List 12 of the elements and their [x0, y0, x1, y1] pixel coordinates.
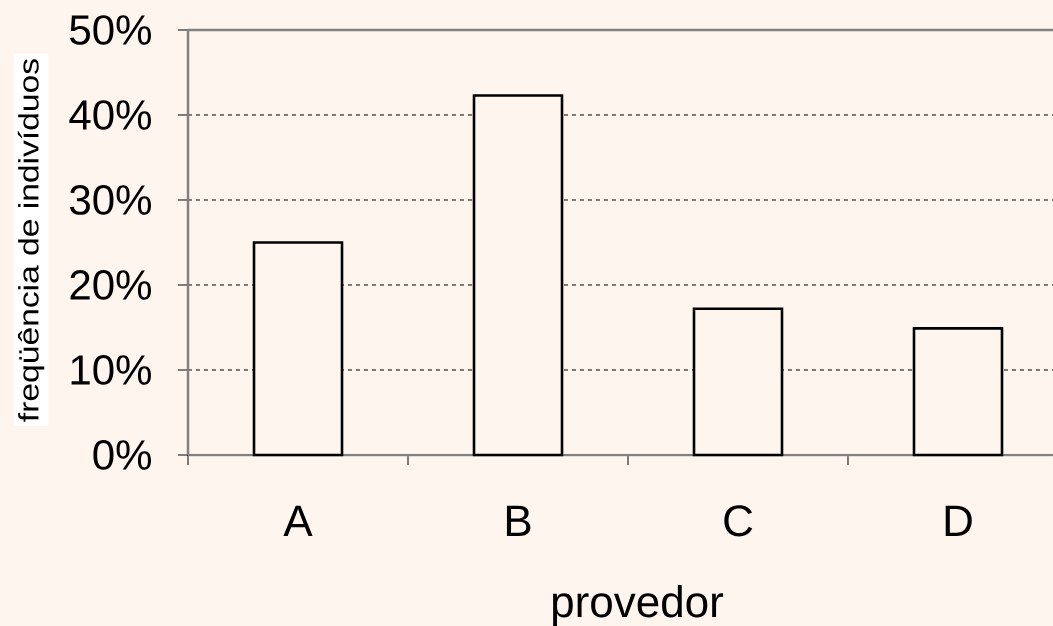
- y-tick-label: 20%: [70, 270, 151, 300]
- y-tick-label: 0%: [93, 440, 151, 470]
- y-axis-title: freqüência de indivíduos: [17, 59, 45, 422]
- y-tick-label: 40%: [69, 100, 151, 130]
- y-tick-label: 10%: [71, 355, 151, 385]
- x-axis-title: provedor: [553, 585, 724, 626]
- y-tick-label: 50%: [70, 15, 151, 45]
- x-tick-label: B: [506, 505, 531, 536]
- x-tick-label: D: [945, 505, 972, 536]
- y-tick-label: 30%: [70, 185, 151, 215]
- x-tick-label: C: [724, 505, 753, 537]
- x-tick-label: A: [283, 505, 313, 536]
